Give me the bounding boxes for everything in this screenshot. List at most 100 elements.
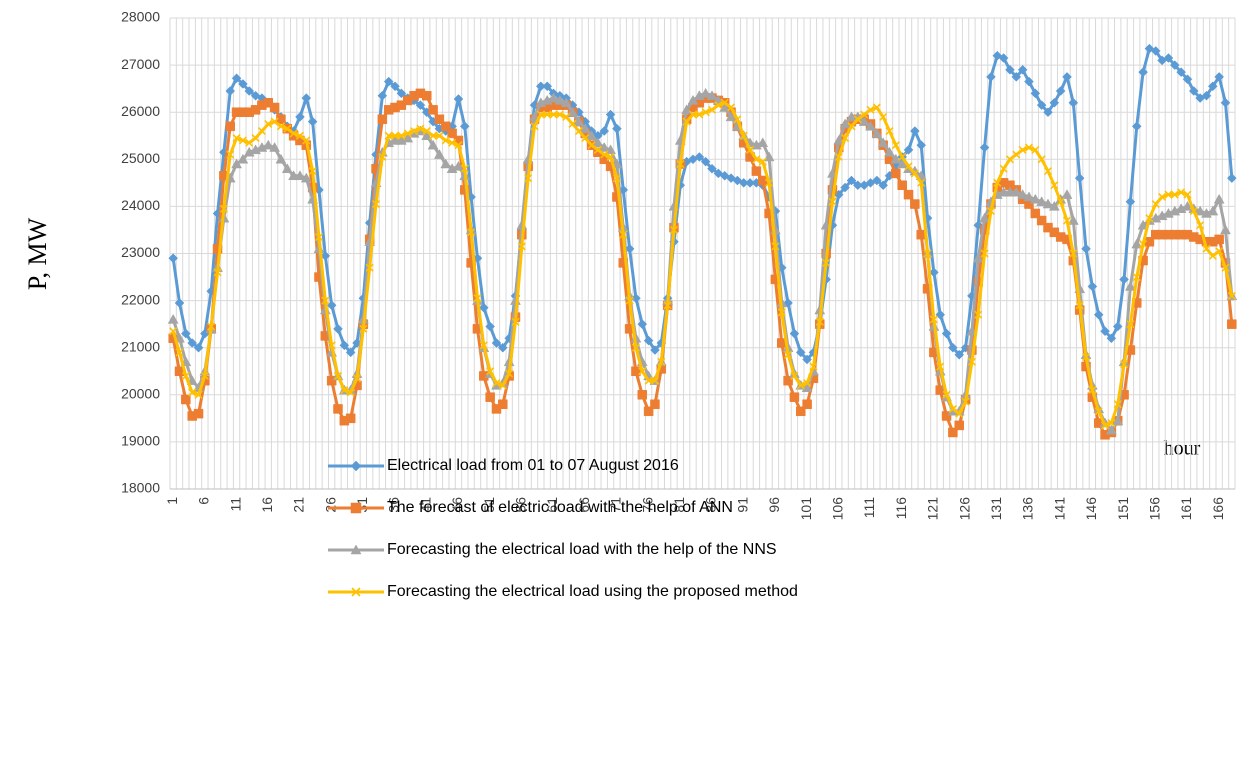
x-tick-label: 1: [164, 497, 180, 505]
data-point: [498, 399, 508, 409]
data-point: [1048, 200, 1060, 211]
data-point: [485, 321, 495, 332]
data-point: [1138, 67, 1148, 78]
data-point: [491, 338, 502, 348]
data-point: [936, 362, 945, 371]
data-point: [1093, 309, 1104, 320]
data-point: [467, 228, 476, 237]
x-tick-label: 46: [449, 497, 465, 513]
data-point: [1207, 81, 1218, 92]
data-point: [1011, 72, 1022, 82]
legend-marker: [350, 544, 362, 555]
data-point: [1050, 181, 1059, 190]
data-point: [752, 155, 761, 164]
data-point: [719, 101, 731, 112]
x-tick-label: 36: [386, 497, 402, 513]
y-tick-label: 18000: [121, 480, 160, 496]
data-point: [1088, 386, 1097, 395]
data-point: [327, 341, 336, 350]
data-point: [1124, 280, 1136, 291]
data-point: [599, 126, 610, 136]
data-point: [340, 386, 349, 395]
data-point: [333, 404, 343, 414]
data-point: [1087, 281, 1098, 292]
data-point: [193, 408, 204, 419]
legend-item: Forecasting the electrical load with the…: [328, 541, 777, 558]
data-point: [700, 87, 712, 98]
data-point: [453, 94, 464, 104]
data-point: [866, 105, 875, 114]
data-point: [194, 390, 203, 399]
data-point: [345, 347, 356, 358]
data-point: [560, 97, 572, 108]
data-point: [390, 131, 400, 140]
data-point: [378, 152, 387, 162]
data-point: [200, 371, 209, 381]
y-tick-label: 25000: [121, 150, 160, 166]
data-point: [384, 131, 393, 140]
data-point: [923, 249, 932, 258]
data-point: [1227, 291, 1236, 300]
y-tick-label: 19000: [121, 433, 160, 449]
data-point: [390, 81, 400, 92]
data-point: [707, 105, 717, 114]
y-tick-label: 28000: [121, 9, 160, 25]
data-point: [1012, 150, 1021, 159]
data-point: [865, 120, 876, 131]
data-point: [1024, 143, 1034, 152]
data-point: [871, 127, 883, 138]
data-point: [904, 162, 913, 171]
data-point: [1023, 191, 1035, 202]
data-point: [213, 268, 222, 277]
data-point: [783, 298, 793, 308]
data-point: [707, 163, 717, 174]
x-tick-label: 11: [227, 497, 243, 512]
data-point: [790, 371, 799, 381]
legend-label: Electrical load from 01 to 07 August 201…: [387, 457, 679, 474]
data-point: [251, 134, 260, 143]
data-point: [954, 349, 965, 360]
data-point: [720, 98, 729, 107]
data-point: [219, 204, 228, 213]
x-tick-label: 121: [925, 497, 941, 521]
data-point: [543, 110, 552, 119]
data-point: [1100, 326, 1110, 337]
data-point: [207, 322, 216, 331]
x-tick-label: 146: [1083, 497, 1099, 521]
data-point: [853, 115, 862, 124]
data-point: [1144, 43, 1155, 54]
y-tick-label: 20000: [121, 386, 160, 402]
data-point: [980, 249, 989, 258]
data-point: [1043, 167, 1053, 176]
data-point: [587, 141, 596, 150]
data-point: [979, 142, 990, 153]
data-point: [485, 392, 495, 402]
data-point: [1164, 190, 1173, 199]
data-point: [1037, 155, 1046, 164]
data-point: [809, 362, 818, 371]
data-point: [846, 175, 857, 186]
data-point: [993, 178, 1002, 187]
data-point: [307, 116, 318, 127]
x-tick-label: 161: [1178, 497, 1194, 521]
data-point: [174, 298, 185, 308]
data-point: [264, 119, 273, 129]
data-point: [440, 158, 452, 169]
data-point: [1056, 197, 1065, 206]
data-point: [232, 134, 241, 143]
data-point: [972, 252, 984, 263]
data-point: [459, 121, 470, 132]
data-point: [1158, 192, 1167, 202]
data-point: [973, 220, 984, 231]
data-point: [1075, 301, 1084, 310]
data-point: [796, 381, 805, 390]
data-point: [1062, 216, 1072, 225]
data-point: [1196, 221, 1205, 230]
data-point: [346, 388, 355, 397]
data-point: [877, 137, 889, 148]
data-point: [1163, 53, 1174, 63]
data-point: [270, 117, 279, 126]
data-point: [815, 317, 824, 326]
data-point: [479, 371, 489, 381]
data-point: [180, 328, 191, 339]
